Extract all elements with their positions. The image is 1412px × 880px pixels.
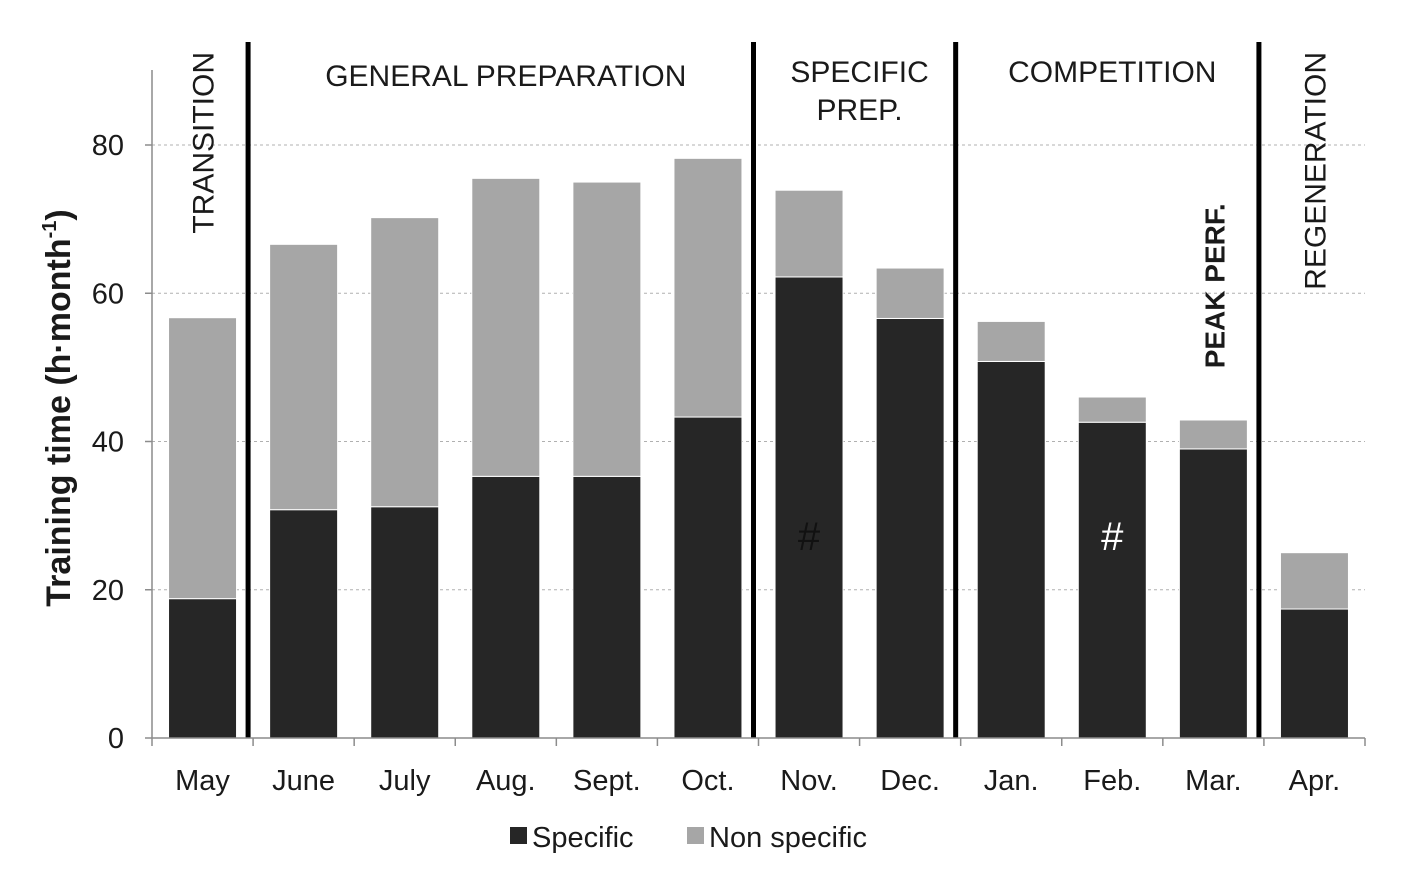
bar-non-specific xyxy=(269,243,339,511)
bar-specific xyxy=(673,416,743,739)
bar-specific xyxy=(976,360,1046,739)
phase-label: TRANSITION xyxy=(188,52,221,234)
y-tick-label: 40 xyxy=(92,427,124,459)
bar-non-specific xyxy=(673,157,743,418)
y-axis-title: Training time (h·month-1) xyxy=(39,209,78,606)
bar-specific xyxy=(471,475,541,739)
bar-specific xyxy=(572,475,642,739)
x-tick-label: July xyxy=(379,765,431,797)
phase-label: SPECIFIC xyxy=(790,56,928,89)
bar-specific xyxy=(1279,608,1349,739)
x-tick-label: Mar. xyxy=(1185,765,1241,797)
x-tick-label: Apr. xyxy=(1289,765,1341,797)
gridlines xyxy=(152,144,1365,591)
phase-label: REGENERATION xyxy=(1299,52,1332,290)
x-tick-label: Feb. xyxy=(1083,765,1141,797)
bar-non-specific xyxy=(370,217,440,508)
y-tick-label: 60 xyxy=(92,278,124,310)
bar-specific xyxy=(1178,448,1248,739)
hash-annotation: # xyxy=(1101,515,1124,559)
x-tick-label: Sept. xyxy=(573,765,641,797)
bar-specific xyxy=(1077,421,1147,739)
y-tick-label: 0 xyxy=(108,723,124,755)
x-tick-label: May xyxy=(175,765,230,797)
labels: TRANSITION GENERAL PREPARATION SPECIFIC PRE… xyxy=(188,52,1333,559)
x-tick-label: Nov. xyxy=(780,765,837,797)
bar-specific xyxy=(875,317,945,739)
hash-annotation: # xyxy=(798,515,821,559)
phase-label: GENERAL PREPARATION xyxy=(325,60,686,93)
legend-label: Specific xyxy=(532,822,634,854)
peak-perf-annotation: PEAK PERF. xyxy=(1199,203,1230,368)
y-tick-label: 20 xyxy=(92,575,124,607)
axes: 0 20 40 60 80 May June July Aug. Sept. Oct. Nov. Dec… xyxy=(39,70,1366,797)
bar-specific xyxy=(370,506,440,739)
legend: Specific Non specific xyxy=(510,822,867,854)
phase-label-line2: PREP. xyxy=(816,94,902,127)
bar-non-specific xyxy=(1178,419,1248,450)
y-tick-label: 80 xyxy=(92,130,124,162)
x-tick-label: Oct. xyxy=(681,765,734,797)
x-tick-label: June xyxy=(272,765,335,797)
legend-label: Non specific xyxy=(709,822,867,854)
legend-swatch-specific xyxy=(510,827,527,844)
bar-non-specific xyxy=(1279,552,1349,610)
bar-non-specific xyxy=(1077,396,1147,423)
bar-specific xyxy=(269,509,339,739)
bars xyxy=(168,157,1349,739)
phase-dividers xyxy=(245,42,1262,738)
legend-swatch-non-specific xyxy=(687,827,704,844)
bar-specific xyxy=(774,276,844,739)
bar-non-specific xyxy=(774,189,844,278)
x-tick-label: Jan. xyxy=(984,765,1039,797)
phase-label: COMPETITION xyxy=(1008,56,1216,89)
bar-non-specific xyxy=(572,181,642,477)
bar-non-specific xyxy=(168,317,238,600)
x-tick-label: Aug. xyxy=(476,765,536,797)
bar-specific xyxy=(168,598,238,739)
bar-non-specific xyxy=(976,320,1046,362)
x-tick-label: Dec. xyxy=(880,765,940,797)
bar-non-specific xyxy=(471,177,541,477)
bar-non-specific xyxy=(875,267,945,319)
